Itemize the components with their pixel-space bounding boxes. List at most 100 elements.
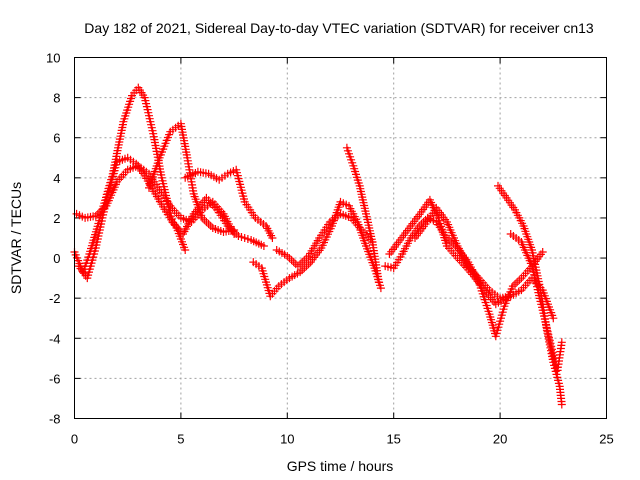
trace-segment <box>179 214 193 225</box>
y-axis-label: SDTVAR / TECUs <box>8 182 24 294</box>
trace-segment <box>550 361 563 388</box>
trace-segment <box>504 196 518 212</box>
trace-segment <box>528 265 546 312</box>
trace-segment <box>466 264 481 280</box>
trace-segment <box>498 292 513 302</box>
trace-segment <box>190 192 206 220</box>
trace-segment <box>249 237 266 249</box>
trace-segment <box>476 276 492 292</box>
trace-segment <box>339 199 351 209</box>
trace-segment <box>92 198 110 249</box>
trace-segment <box>435 216 450 248</box>
x-tick-labels: 0 5 10 15 20 25 <box>71 432 614 447</box>
y-tick-label: 8 <box>53 91 60 106</box>
trace-segment <box>343 146 357 167</box>
trace-segment <box>135 86 148 100</box>
trace-segment <box>226 167 238 177</box>
trace-segment <box>346 204 361 224</box>
series-track-13 <box>506 230 566 375</box>
trace-segment <box>275 247 289 259</box>
x-tick-label: 15 <box>386 432 400 447</box>
trace-segment <box>368 240 383 284</box>
trace-segment <box>328 211 342 224</box>
series-track-3 <box>74 153 190 283</box>
grid-lines <box>74 57 607 419</box>
series-track-5 <box>181 165 277 242</box>
trace-segment <box>480 286 498 306</box>
trace-segment <box>258 266 274 298</box>
trace-segment <box>397 224 413 242</box>
y-tick-label: 0 <box>53 251 60 266</box>
trace-segment <box>350 164 363 187</box>
x-tick-label: 5 <box>177 432 184 447</box>
trace-segment <box>103 160 121 201</box>
trace-segment <box>237 233 252 243</box>
x-tick-label: 20 <box>493 432 507 447</box>
trace-segment <box>200 215 215 230</box>
trace-segment <box>263 224 276 240</box>
trace-segment <box>444 220 461 248</box>
trace-segment <box>399 236 414 256</box>
trace-segment <box>528 248 544 292</box>
trace-segment <box>126 162 140 173</box>
trace-segment <box>509 287 523 299</box>
trace-segment <box>126 155 138 166</box>
trace-segment <box>173 226 189 252</box>
trace-segment <box>120 94 135 123</box>
trace-segment <box>115 154 129 165</box>
series-track-10 <box>385 195 513 309</box>
trace-segment <box>254 215 268 228</box>
y-tick-label: 2 <box>53 211 60 226</box>
data-series <box>70 83 566 409</box>
trace-segment <box>518 240 535 268</box>
trace-segment <box>308 246 324 264</box>
trace-segment <box>141 96 157 135</box>
trace-segment <box>157 188 173 208</box>
trace-segment <box>317 220 333 240</box>
trace-segment <box>298 260 313 275</box>
trace-segment <box>408 224 422 240</box>
trace-segment <box>339 210 353 221</box>
trace-segment <box>168 204 183 220</box>
trace-segment <box>222 226 236 236</box>
y-tick-label: -2 <box>49 291 61 306</box>
trace-segment <box>207 171 221 183</box>
trace-segment <box>183 169 200 181</box>
trace-segment <box>288 269 302 281</box>
trace-segment <box>349 216 364 232</box>
trace-segment <box>539 309 555 348</box>
trace-segment <box>306 236 322 258</box>
chart-title: Day 182 of 2021, Sidereal Day-to-day VTE… <box>84 20 594 36</box>
trace-segment <box>200 199 215 212</box>
trace-segment <box>211 225 225 235</box>
trace-segment <box>152 192 169 214</box>
trace-segment <box>417 215 430 228</box>
series-track-8 <box>342 143 383 287</box>
trace-segment <box>356 184 370 216</box>
y-tick-label: -8 <box>49 412 61 427</box>
trace-segment <box>509 232 523 244</box>
trace-segment <box>454 244 471 268</box>
trace-segment <box>115 168 130 184</box>
trace-segment <box>145 156 163 190</box>
trace-segment <box>218 171 229 182</box>
trace-segment <box>434 206 450 224</box>
trace-segment <box>520 224 536 252</box>
trace-segment <box>445 244 460 260</box>
trace-segment <box>519 276 534 292</box>
y-tick-label: -6 <box>49 371 61 386</box>
trace-segment <box>512 208 527 228</box>
trace-segment <box>177 122 191 159</box>
series-track-4 <box>145 119 239 236</box>
trace-segment <box>554 341 566 372</box>
trace-segment <box>318 224 335 250</box>
trace-segment <box>84 247 99 280</box>
trace-segment <box>412 222 428 240</box>
trace-segment <box>285 254 300 269</box>
trace-segment <box>75 211 87 221</box>
trace-segment <box>130 86 141 97</box>
trace-segment <box>488 288 502 301</box>
trace-segment <box>252 260 263 271</box>
trace-segment <box>277 276 291 289</box>
y-tick-label: 6 <box>53 131 60 146</box>
